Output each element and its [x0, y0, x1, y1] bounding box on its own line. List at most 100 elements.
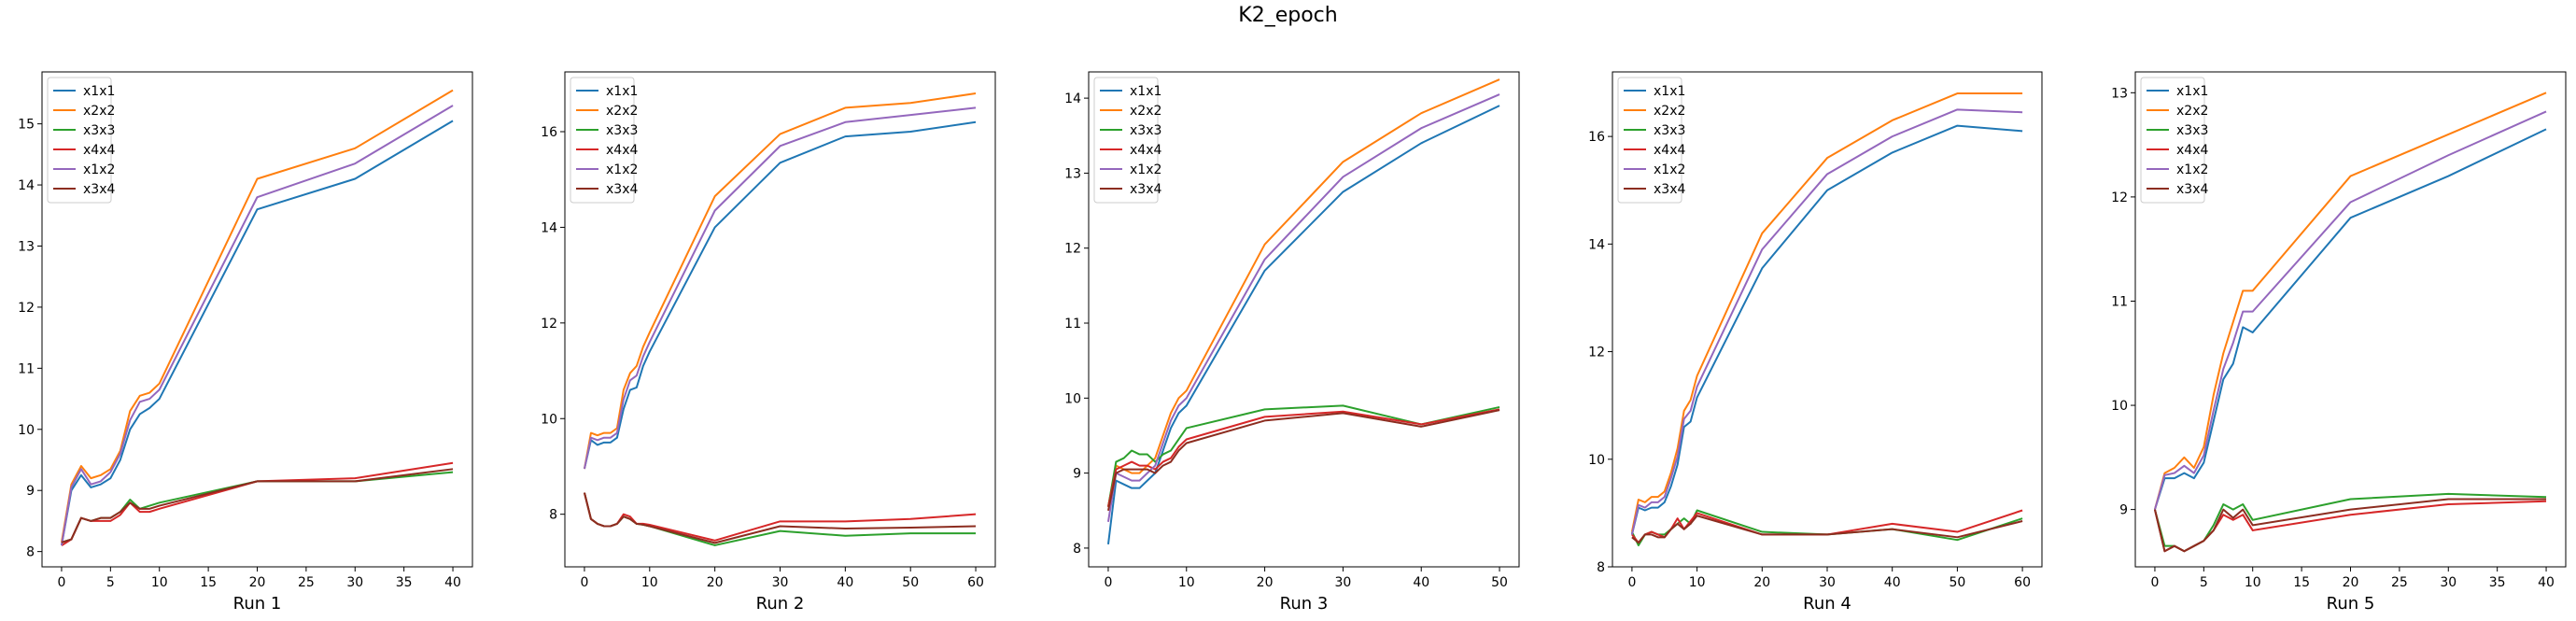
x-tick-label: 40: [1413, 575, 1429, 590]
series-line-x3x4: [583, 492, 977, 544]
x-tick-label: 50: [902, 575, 919, 590]
x-tick-label: 10: [151, 575, 168, 590]
legend-label-x3x4: x3x4: [1654, 182, 1685, 197]
legend-label-x4x4: x4x4: [1130, 143, 1161, 158]
y-tick-label: 10: [1064, 391, 1081, 406]
y-tick-label: 8: [1597, 560, 1605, 575]
x-tick-label: 30: [1334, 575, 1351, 590]
x-tick-label: 5: [106, 575, 115, 590]
x-tick-label: 30: [772, 575, 789, 590]
x-axis-label: Run 4: [1803, 594, 1851, 614]
x-tick-label: 25: [2391, 575, 2408, 590]
y-tick-label: 10: [541, 412, 557, 427]
y-tick-label: 13: [18, 239, 35, 254]
x-tick-label: 0: [1627, 575, 1636, 590]
x-axis-label: Run 5: [2327, 594, 2375, 614]
y-tick-label: 16: [1588, 130, 1605, 145]
legend-label-x1x2: x1x2: [1654, 162, 1685, 177]
legend: x1x1 x2x2 x3x3 x4x4 x1x2 x3x4: [570, 77, 638, 204]
legend-label-x3x3: x3x3: [1654, 123, 1685, 138]
y-tick-label: 8: [549, 508, 557, 523]
x-tick-label: 35: [396, 575, 413, 590]
series-line-x1x1: [2153, 128, 2547, 510]
y-tick-label: 10: [1588, 453, 1605, 468]
x-tick-label: 20: [2343, 575, 2359, 590]
y-tick-label: 12: [1588, 346, 1605, 360]
legend-label-x3x4: x3x4: [1130, 182, 1161, 197]
legend-label-x3x4: x3x4: [83, 182, 115, 197]
x-tick-label: 0: [2150, 575, 2159, 590]
legend-label-x1x1: x1x1: [606, 84, 638, 99]
y-tick-label: 14: [541, 220, 557, 235]
legend-label-x3x3: x3x3: [83, 123, 115, 138]
x-tick-label: 10: [641, 575, 658, 590]
legend-label-x3x4: x3x4: [606, 182, 638, 197]
x-tick-label: 60: [967, 575, 984, 590]
x-axis-label: Run 3: [1280, 594, 1329, 614]
legend-label-x4x4: x4x4: [1654, 143, 1685, 158]
legend-label-x1x2: x1x2: [606, 162, 638, 177]
legend-label-x1x1: x1x1: [83, 84, 115, 99]
y-tick-label: 8: [26, 545, 35, 560]
y-tick-label: 11: [2111, 294, 2128, 309]
legend: x1x1 x2x2 x3x3 x4x4 x1x2 x3x4: [1617, 77, 1685, 204]
legend-box: [1617, 77, 1682, 204]
x-tick-label: 0: [580, 575, 588, 590]
series-line-x1x1: [1106, 105, 1500, 545]
x-tick-label: 15: [200, 575, 217, 590]
x-tick-label: 20: [249, 575, 266, 590]
legend-label-x2x2: x2x2: [2176, 104, 2208, 119]
legend-label-x1x1: x1x1: [1130, 84, 1161, 99]
series-line-x1x1: [60, 120, 454, 546]
y-tick-label: 8: [1073, 542, 1081, 557]
x-tick-label: 60: [2014, 575, 2031, 590]
plot-frame: [1088, 71, 1520, 568]
x-tick-label: 50: [1949, 575, 1965, 590]
x-tick-label: 15: [2293, 575, 2310, 590]
x-tick-label: 0: [57, 575, 65, 590]
series-line-x1x1: [1630, 124, 2023, 535]
x-tick-label: 40: [444, 575, 461, 590]
legend-label-x2x2: x2x2: [1654, 104, 1685, 119]
series-line-x1x2: [60, 105, 454, 546]
legend-label-x4x4: x4x4: [606, 143, 638, 158]
legend-label-x1x2: x1x2: [2176, 162, 2208, 177]
series-line-x1x2: [1630, 108, 2023, 535]
x-tick-label: 40: [1884, 575, 1901, 590]
series-line-x4x4: [1631, 509, 2023, 544]
x-tick-label: 20: [1257, 575, 1274, 590]
series-line-x3x3: [1631, 509, 2023, 546]
x-tick-label: 40: [2538, 575, 2555, 590]
legend-box: [2140, 77, 2205, 204]
x-tick-label: 10: [1178, 575, 1195, 590]
y-tick-label: 12: [1064, 242, 1081, 257]
legend: x1x1 x2x2 x3x3 x4x4 x1x2 x3x4: [2140, 77, 2208, 204]
y-tick-label: 9: [2119, 503, 2128, 518]
series-line-x4x4: [1106, 408, 1500, 507]
legend: x1x1 x2x2 x3x3 x4x4 x1x2 x3x4: [47, 77, 115, 204]
series-line-x2x2: [2153, 92, 2547, 510]
legend-box: [570, 77, 635, 204]
x-tick-label: 0: [1104, 575, 1112, 590]
series-line-x3x4: [1106, 409, 1500, 511]
legend-label-x3x3: x3x3: [2176, 123, 2208, 138]
x-tick-label: 10: [2245, 575, 2261, 590]
y-tick-label: 12: [2111, 191, 2128, 205]
x-tick-label: 30: [346, 575, 363, 590]
legend-label-x2x2: x2x2: [83, 104, 115, 119]
x-axis-label: Run 2: [756, 594, 805, 614]
y-tick-label: 16: [541, 125, 557, 140]
y-tick-label: 14: [1588, 237, 1605, 252]
series-line-x2x2: [1630, 92, 2023, 532]
series-line-x4x4: [61, 461, 454, 546]
y-tick-label: 11: [18, 361, 35, 376]
legend-label-x2x2: x2x2: [1130, 104, 1161, 119]
series-line-x1x2: [583, 106, 977, 470]
legend-label-x1x2: x1x2: [83, 162, 115, 177]
x-tick-label: 40: [837, 575, 853, 590]
legend-label-x3x4: x3x4: [2176, 182, 2208, 197]
